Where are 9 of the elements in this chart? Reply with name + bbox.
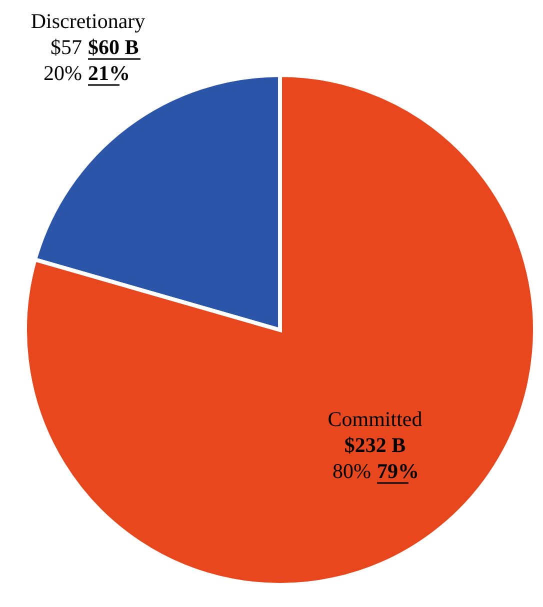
text: 20%: [44, 61, 82, 85]
text: 80%: [332, 459, 371, 483]
data-label: $232 B: [344, 433, 406, 457]
data-label: $60 B: [88, 35, 139, 59]
text: $57: [50, 35, 82, 59]
text: 79%: [377, 459, 419, 483]
slice-label: Discretionary: [30, 9, 146, 33]
slice-label: Committed: [328, 407, 423, 431]
text: 21%: [88, 61, 130, 85]
